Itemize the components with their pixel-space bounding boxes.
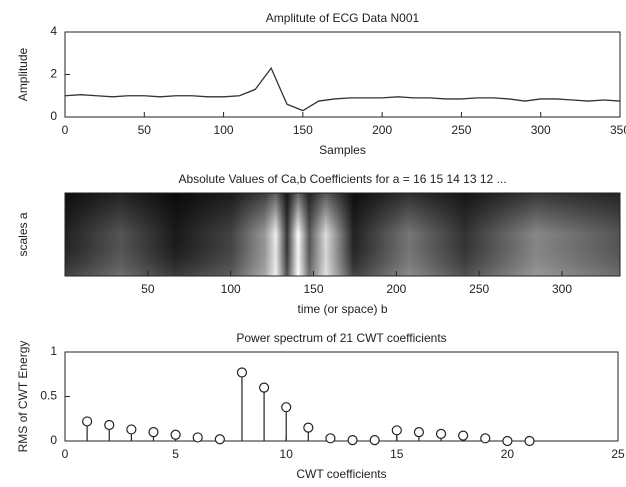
- x-tick-label: 350: [610, 123, 626, 137]
- ecg-line: [65, 68, 620, 111]
- stem-marker: [260, 383, 269, 392]
- x-tick-label: 150: [293, 123, 313, 137]
- stem-marker: [304, 423, 313, 432]
- y-axis-label: Amplitude: [16, 48, 30, 102]
- stem-marker: [282, 403, 291, 412]
- x-tick-label: 20: [501, 447, 515, 461]
- y-tick-label: 4: [50, 24, 57, 38]
- stem-marker: [127, 425, 136, 434]
- x-tick-label: 200: [386, 282, 406, 296]
- stem-marker: [414, 428, 423, 437]
- stem-marker: [193, 433, 202, 442]
- x-tick-label: 150: [303, 282, 323, 296]
- y-tick-label: 0.5: [40, 389, 57, 403]
- stem-marker: [481, 434, 490, 443]
- stem-marker: [105, 420, 114, 429]
- chart-title: Power spectrum of 21 CWT coefficients: [236, 331, 446, 345]
- stem-marker: [459, 431, 468, 440]
- chart-title: Amplitute of ECG Data N001: [266, 11, 420, 25]
- x-axis-label: time (or space) b: [297, 302, 387, 316]
- x-axis-label: Samples: [319, 143, 366, 157]
- x-tick-label: 50: [138, 123, 152, 137]
- scalogram-shade: [65, 193, 620, 276]
- axes-frame: [65, 32, 620, 117]
- stem-marker: [237, 368, 246, 377]
- stem-marker: [348, 436, 357, 445]
- stem-marker: [83, 417, 92, 426]
- y-tick-label: 0: [50, 433, 57, 447]
- figure: Amplitute of ECG Data N001 Samples Amplitu…: [0, 0, 626, 487]
- y-axis-label: RMS of CWT Energy: [16, 341, 30, 453]
- x-tick-label: 250: [451, 123, 471, 137]
- x-tick-label: 300: [552, 282, 572, 296]
- x-tick-label: 15: [390, 447, 404, 461]
- stem-marker: [326, 434, 335, 443]
- x-tick-label: 25: [611, 447, 625, 461]
- x-axis-label: CWT coefficients: [296, 467, 386, 481]
- y-tick-label: 0: [50, 109, 57, 123]
- stem-marker: [149, 428, 158, 437]
- stem-marker: [171, 430, 180, 439]
- x-tick-label: 100: [221, 282, 241, 296]
- stem-marker: [503, 437, 512, 446]
- y-axis-label: scales a: [16, 212, 30, 256]
- y-tick-label: 1: [50, 344, 57, 358]
- x-tick-label: 10: [280, 447, 294, 461]
- stem-marker: [437, 429, 446, 438]
- chart-title: Absolute Values of Ca,b Coefficients for…: [178, 172, 506, 186]
- stem-marker: [525, 437, 534, 446]
- x-tick-label: 300: [531, 123, 551, 137]
- stem-marker: [392, 426, 401, 435]
- x-tick-label: 0: [62, 447, 69, 461]
- x-tick-label: 100: [214, 123, 234, 137]
- x-tick-label: 200: [372, 123, 392, 137]
- y-tick-label: 2: [50, 67, 57, 81]
- x-tick-label: 0: [62, 123, 69, 137]
- stem-marker: [370, 436, 379, 445]
- axes-frame: [65, 352, 618, 441]
- stem-marker: [215, 435, 224, 444]
- x-tick-label: 250: [469, 282, 489, 296]
- x-tick-label: 50: [141, 282, 155, 296]
- x-tick-label: 5: [172, 447, 179, 461]
